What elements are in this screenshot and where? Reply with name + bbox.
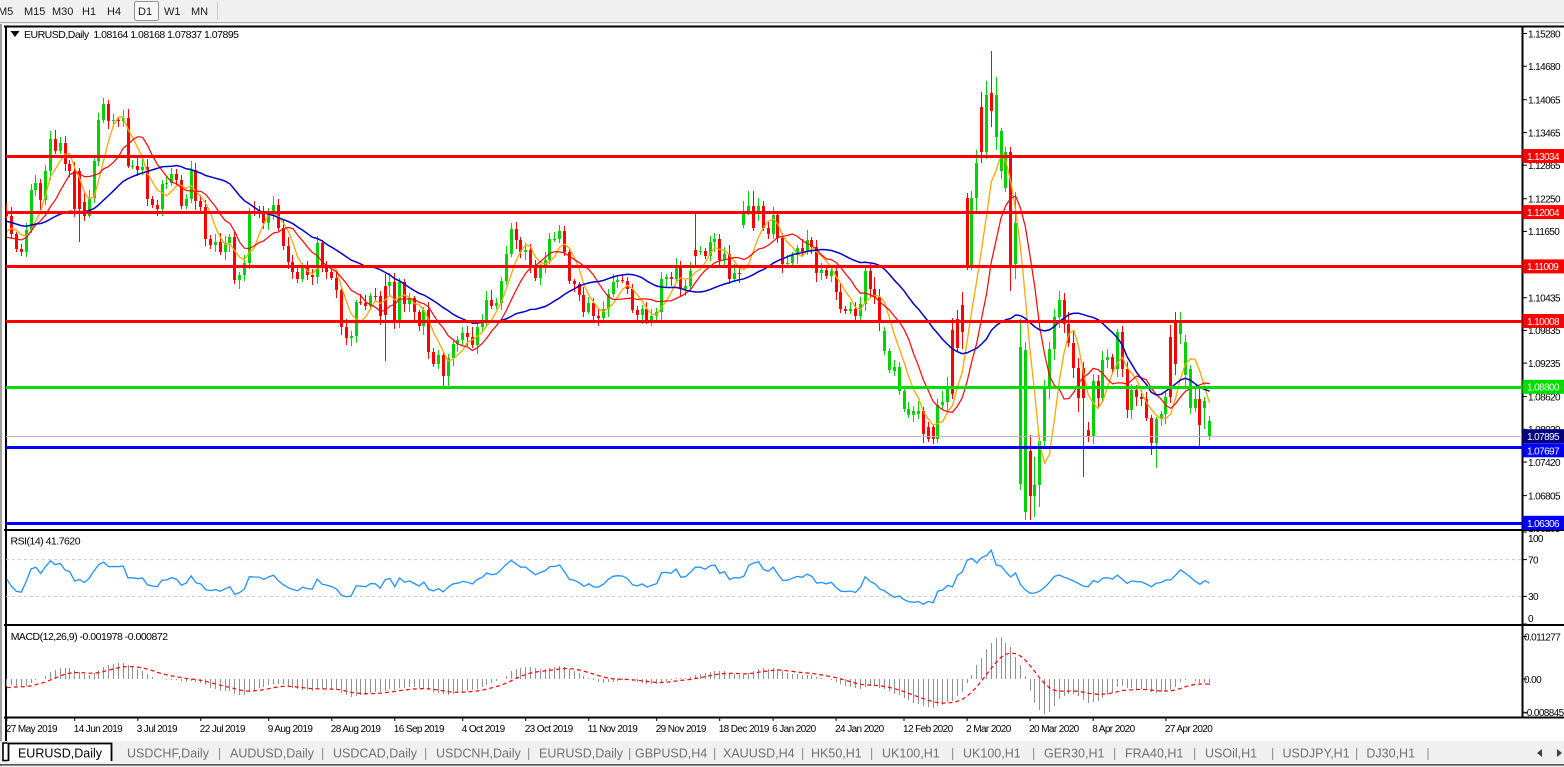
svg-text:27 Apr 2020: 27 Apr 2020: [1165, 724, 1213, 735]
svg-text:MN: MN: [191, 6, 208, 18]
svg-text:GBPUSD,H4: GBPUSD,H4: [635, 747, 707, 761]
svg-text:USDCNH,Daily: USDCNH,Daily: [436, 747, 521, 761]
svg-text:M30: M30: [52, 6, 73, 18]
svg-text:|: |: [1113, 747, 1116, 761]
svg-text:|: |: [1032, 747, 1035, 761]
svg-text:1.10008: 1.10008: [1527, 317, 1560, 328]
svg-text:|: |: [1271, 747, 1274, 761]
svg-text:H4: H4: [107, 6, 121, 18]
svg-text:22 Jul 2019: 22 Jul 2019: [200, 724, 246, 735]
svg-text:12 Feb 2020: 12 Feb 2020: [903, 724, 954, 735]
svg-text:|: |: [951, 747, 954, 761]
svg-text:1.09235: 1.09235: [1528, 359, 1561, 370]
svg-text:24 Jan 2020: 24 Jan 2020: [835, 724, 884, 735]
svg-text:GER30,H1: GER30,H1: [1044, 747, 1104, 761]
svg-text:4 Oct 2019: 4 Oct 2019: [462, 724, 506, 735]
svg-text:1.14680: 1.14680: [1528, 62, 1561, 73]
svg-text:|: |: [801, 747, 804, 761]
svg-text:|: |: [1193, 747, 1196, 761]
svg-text:0.011277: 0.011277: [1524, 632, 1561, 643]
svg-text:1.08800: 1.08800: [1527, 383, 1560, 394]
svg-text:6 Jan 2020: 6 Jan 2020: [772, 724, 817, 735]
svg-text:EURUSD,Daily 1.08164 1.08168: EURUSD,Daily 1.08164 1.08168 1.07837 1.0…: [24, 29, 239, 41]
svg-text:DJ30,H1: DJ30,H1: [1366, 747, 1415, 761]
svg-text:1.07895: 1.07895: [1527, 432, 1560, 443]
svg-text:D1: D1: [138, 6, 152, 18]
svg-text:W1: W1: [164, 6, 181, 18]
svg-text:USDJPY,H1: USDJPY,H1: [1283, 747, 1350, 761]
svg-text:1.13034: 1.13034: [1527, 152, 1560, 163]
svg-text:USOil,H1: USOil,H1: [1205, 747, 1257, 761]
svg-text:1.10435: 1.10435: [1528, 294, 1561, 305]
svg-text:18 Dec 2019: 18 Dec 2019: [719, 724, 770, 735]
svg-text:100: 100: [1528, 534, 1544, 545]
svg-text:1.11650: 1.11650: [1528, 227, 1560, 238]
svg-text:H1: H1: [82, 6, 96, 18]
svg-text:1.12865: 1.12865: [1528, 161, 1561, 172]
svg-text:M15: M15: [24, 6, 45, 18]
svg-text:1.06805: 1.06805: [1528, 491, 1561, 502]
svg-text:MACD(12,26,9) -0.001978 -0.000: MACD(12,26,9) -0.001978 -0.000872: [11, 631, 169, 643]
svg-text:27 May 2019: 27 May 2019: [6, 724, 58, 735]
svg-text:1.09835: 1.09835: [1528, 326, 1561, 337]
svg-text:1.08620: 1.08620: [1528, 392, 1561, 403]
svg-text:UK100,H1: UK100,H1: [963, 747, 1021, 761]
svg-text:|: |: [321, 747, 324, 761]
svg-text:|: |: [713, 747, 716, 761]
svg-text:|: |: [424, 747, 427, 761]
svg-text:1.06306: 1.06306: [1527, 519, 1560, 530]
svg-text:|: |: [218, 747, 221, 761]
svg-text:EURUSD,Daily: EURUSD,Daily: [539, 747, 624, 761]
svg-text:1.07697: 1.07697: [1527, 446, 1560, 457]
svg-text:USDCHF,Daily: USDCHF,Daily: [127, 747, 210, 761]
svg-text:28 Aug 2019: 28 Aug 2019: [331, 724, 382, 735]
svg-text:29 Nov 2019: 29 Nov 2019: [656, 724, 707, 735]
svg-text:XAUUSD,H4: XAUUSD,H4: [723, 747, 795, 761]
svg-text:M5: M5: [0, 6, 13, 18]
svg-text:0.00: 0.00: [1524, 675, 1542, 686]
svg-text:|: |: [527, 747, 530, 761]
svg-text:1.12004: 1.12004: [1527, 208, 1560, 219]
svg-text:11 Nov 2019: 11 Nov 2019: [588, 724, 638, 735]
svg-text:2 Mar 2020: 2 Mar 2020: [966, 724, 1012, 735]
svg-text:USDCAD,Daily: USDCAD,Daily: [333, 747, 418, 761]
svg-text:AUDUSD,Daily: AUDUSD,Daily: [230, 747, 315, 761]
svg-text:8 Apr 2020: 8 Apr 2020: [1092, 724, 1135, 735]
svg-text:1.07420: 1.07420: [1528, 458, 1561, 469]
svg-text:-0.008845: -0.008845: [1524, 708, 1564, 719]
svg-text:|: |: [628, 747, 631, 761]
svg-text:FRA40,H1: FRA40,H1: [1125, 747, 1183, 761]
svg-text:RSI(14) 41.7620: RSI(14) 41.7620: [11, 536, 81, 548]
svg-text:1.12250: 1.12250: [1528, 195, 1561, 206]
svg-text:|: |: [1426, 747, 1429, 761]
svg-text:1.11009: 1.11009: [1527, 262, 1559, 273]
svg-text:0: 0: [1528, 614, 1534, 625]
svg-text:23 Oct 2019: 23 Oct 2019: [525, 724, 574, 735]
svg-text:EURUSD,Daily: EURUSD,Daily: [18, 747, 103, 761]
svg-text:1.14065: 1.14065: [1528, 96, 1561, 107]
svg-text:14 Jun 2019: 14 Jun 2019: [74, 724, 123, 735]
svg-text:HK50,H1: HK50,H1: [811, 747, 862, 761]
svg-text:|: |: [1355, 747, 1358, 761]
svg-text:16 Sep 2019: 16 Sep 2019: [394, 724, 445, 735]
svg-text:|: |: [870, 747, 873, 761]
svg-text:9 Aug 2019: 9 Aug 2019: [268, 724, 314, 735]
svg-text:3 Jul 2019: 3 Jul 2019: [137, 724, 178, 735]
svg-text:30: 30: [1528, 592, 1539, 603]
svg-text:1.13465: 1.13465: [1528, 128, 1561, 139]
svg-text:1.15280: 1.15280: [1528, 29, 1561, 40]
svg-text:UK100,H1: UK100,H1: [882, 747, 940, 761]
svg-text:20 Mar 2020: 20 Mar 2020: [1029, 724, 1080, 735]
svg-text:70: 70: [1528, 555, 1539, 566]
